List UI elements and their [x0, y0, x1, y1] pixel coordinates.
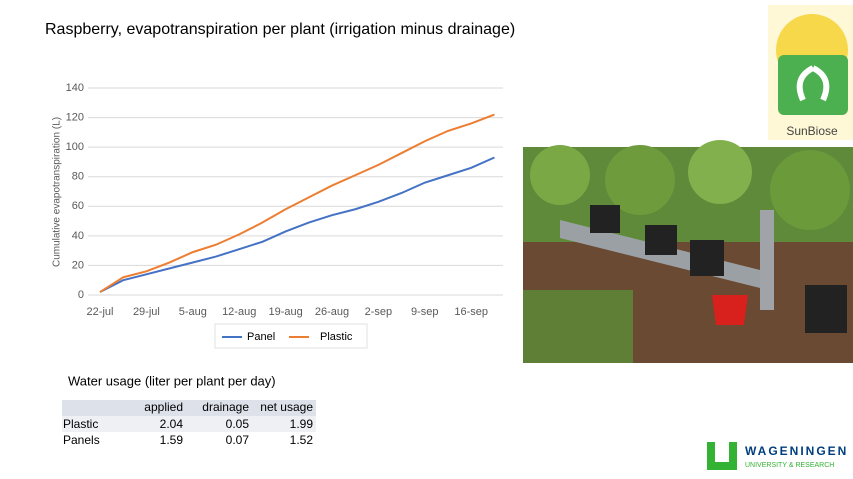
table: Water usage (liter per plant per day) ap… — [62, 373, 316, 447]
cell: 1.52 — [290, 433, 314, 447]
y-tick-label: 40 — [72, 230, 84, 242]
y-tick-label: 120 — [66, 111, 84, 123]
y-tick-label: 140 — [66, 82, 84, 94]
y-axis-label: Cumulative evapotranspiration (L) — [52, 117, 63, 267]
line-series — [99, 156, 495, 293]
logo-text: WAGENINGEN — [745, 444, 848, 458]
table-row-bg — [62, 416, 316, 432]
table-header: applied — [144, 400, 183, 414]
x-tick-label: 5-aug — [179, 306, 207, 318]
table-header-bg — [62, 400, 316, 416]
x-tick-label: 9-sep — [411, 306, 439, 318]
cell: 0.07 — [226, 433, 250, 447]
x-tick-label: 2-sep — [365, 306, 393, 318]
row-label: Panels — [63, 433, 100, 447]
x-tick-label: 12-aug — [222, 306, 256, 318]
y-tick-label: 60 — [72, 200, 84, 212]
sun-logo: SunBiose — [768, 5, 853, 140]
y-tick-label: 80 — [72, 171, 84, 183]
y-tick-label: 100 — [66, 141, 84, 153]
logo-subtext: UNIVERSITY & RESEARCH — [745, 462, 834, 469]
cell: 2.04 — [160, 417, 184, 431]
legend-label: Plastic — [320, 331, 353, 343]
logo-text: SunBiose — [786, 124, 838, 138]
x-tick-label: 22-jul — [87, 306, 114, 318]
row-label: Plastic — [63, 417, 98, 431]
x-tick-label: 16-sep — [454, 306, 488, 318]
table-title: Water usage (liter per plant per day) — [68, 373, 276, 388]
photo — [523, 140, 853, 363]
cell: 0.05 — [226, 417, 250, 431]
table-header: drainage — [202, 400, 249, 414]
legend-label: Panel — [247, 331, 275, 343]
legend-box — [214, 323, 368, 349]
cell: 1.99 — [290, 417, 314, 431]
x-tick-label: 26-aug — [315, 306, 349, 318]
y-tick-label: 0 — [78, 289, 84, 301]
x-tick-label: 19-aug — [268, 306, 302, 318]
x-tick-label: 29-jul — [133, 306, 160, 318]
slide-title: Raspberry, evapotranspiration per plant … — [45, 21, 515, 38]
y-tick-label: 20 — [72, 259, 84, 271]
line-series — [99, 113, 495, 293]
cell: 1.59 — [160, 433, 184, 447]
table-header: net usage — [260, 400, 313, 414]
wur-logo: WAGENINGEN UNIVERSITY & RESEARCH — [707, 442, 848, 470]
